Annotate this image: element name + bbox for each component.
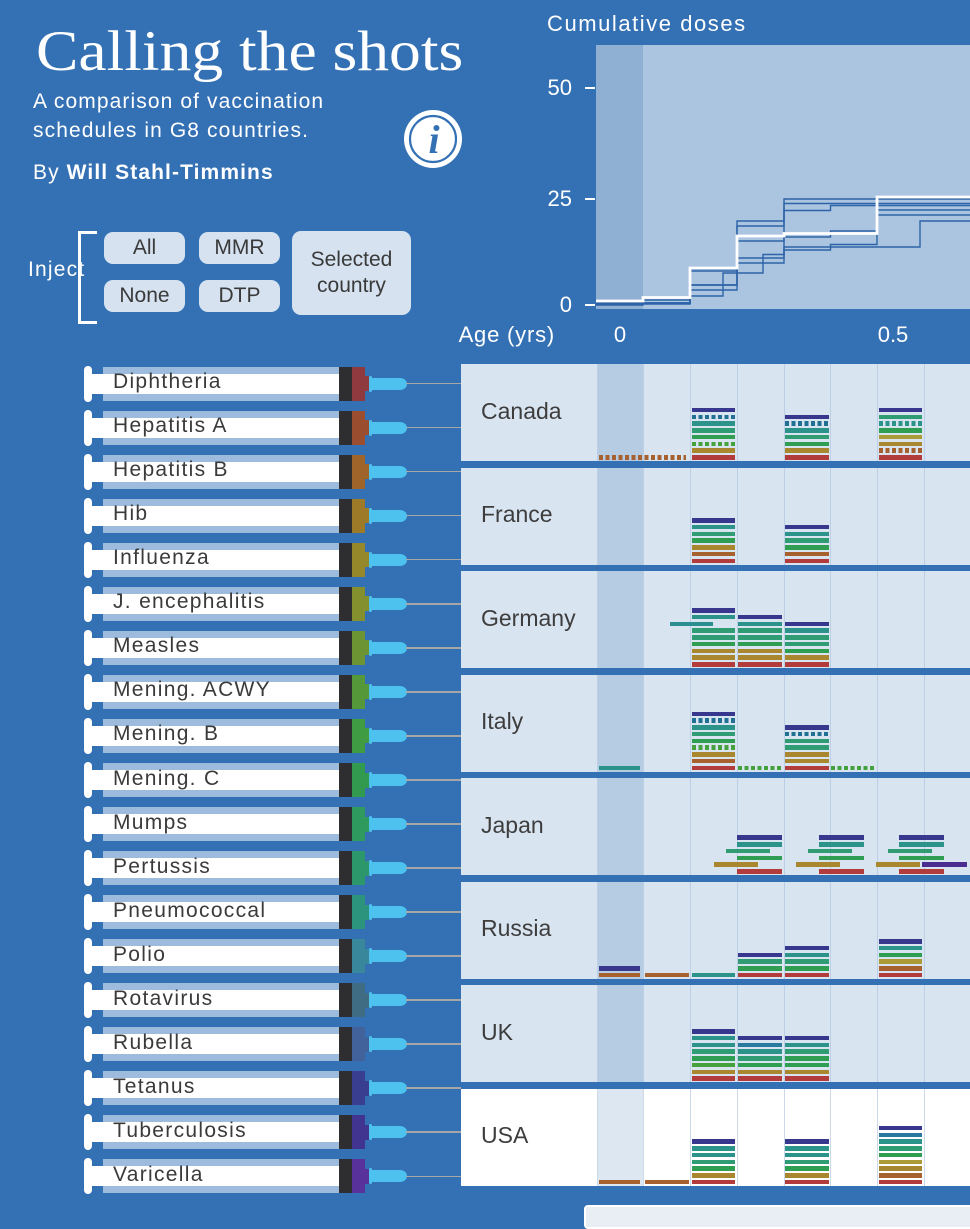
svg-text:i: i [428, 117, 439, 162]
